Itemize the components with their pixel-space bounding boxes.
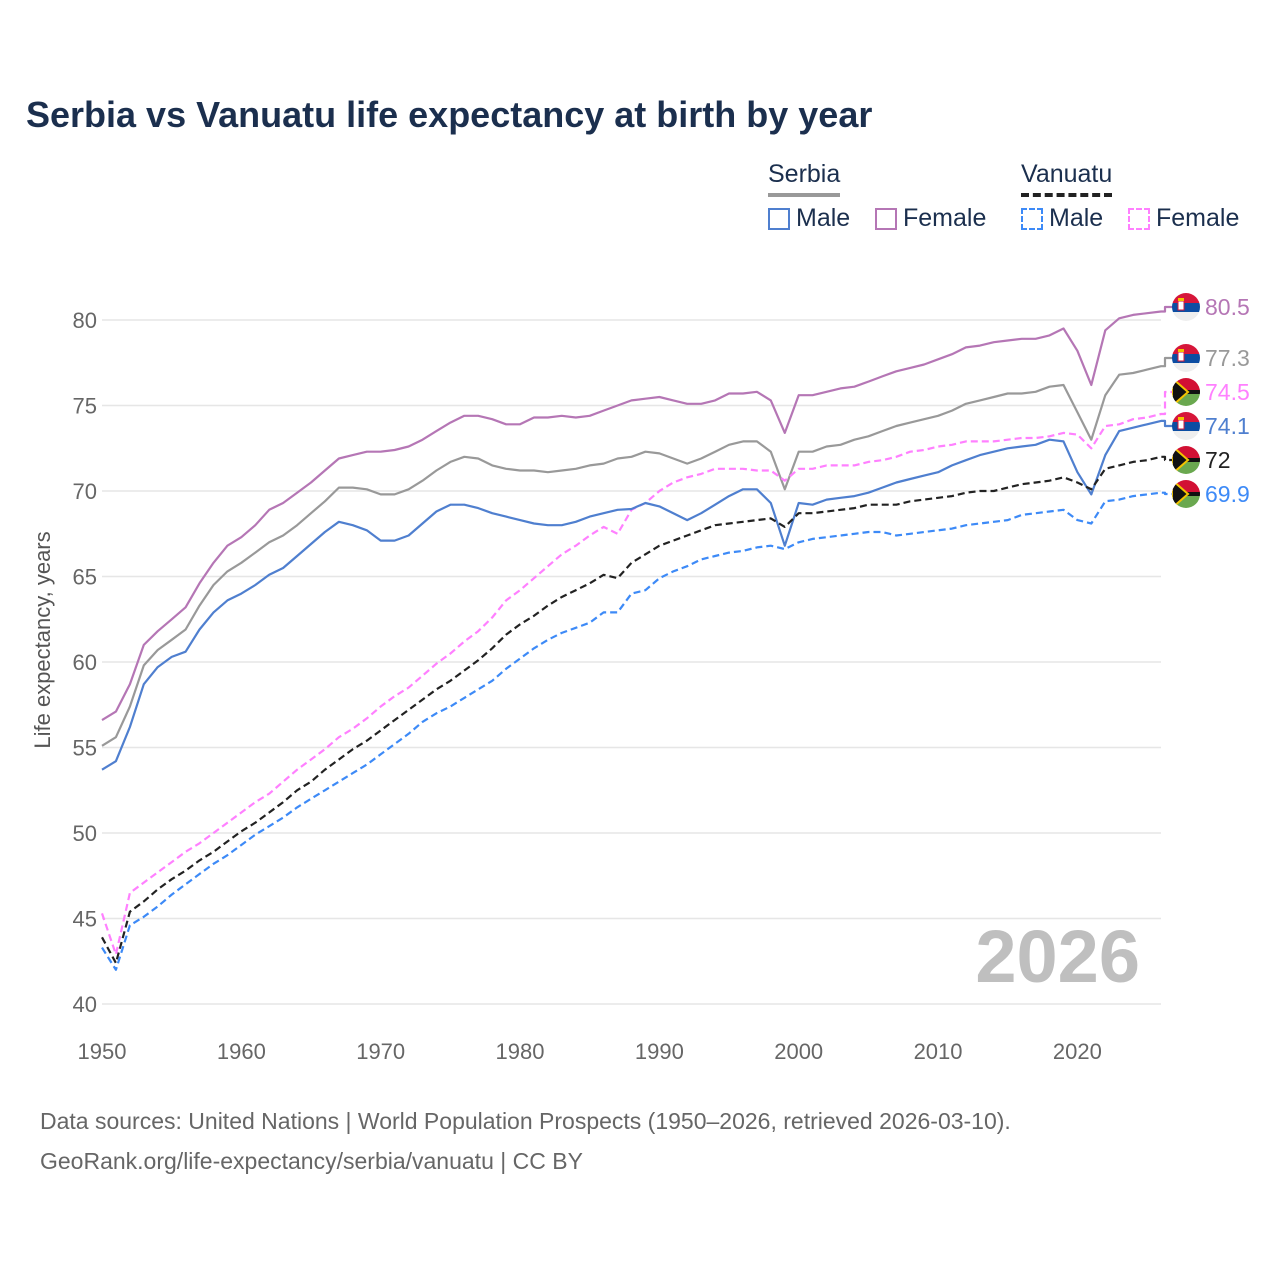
flag-stripe	[1172, 293, 1200, 303]
year-watermark: 2026	[975, 915, 1140, 998]
chart-title: Serbia vs Vanuatu life expectancy at bir…	[26, 94, 873, 135]
series-line-vanuatu	[101, 455, 1173, 965]
series-line-serbia-male	[101, 419, 1173, 771]
series-line-serbia-female	[101, 305, 1173, 722]
vanuatu-flag-icon	[1172, 378, 1200, 406]
flag-stripe	[1172, 363, 1200, 372]
flag-body	[1172, 378, 1200, 406]
end-value-label: 72	[1205, 447, 1231, 473]
vanuatu-flag-icon	[1172, 480, 1200, 508]
flag-crown	[1178, 298, 1184, 301]
y-tick-label: 55	[73, 736, 97, 761]
serbia-flag-icon	[1172, 293, 1200, 321]
end-value-label: 69.9	[1205, 481, 1250, 507]
flag-triangle	[1172, 480, 1190, 508]
y-tick-label: 65	[73, 565, 97, 590]
legend-vanuatu-male[interactable]: Male	[1021, 204, 1103, 233]
y-tick-label: 40	[73, 992, 97, 1017]
y-tick-label: 45	[73, 907, 97, 932]
flag-stripe	[1172, 354, 1200, 363]
legend-swatch	[1128, 207, 1150, 230]
y-tick-label: 75	[73, 394, 97, 419]
x-tick-label: 1950	[78, 1039, 127, 1064]
legend-label: Male	[1049, 204, 1104, 232]
flag-body	[1172, 293, 1200, 321]
x-tick-label: 2010	[914, 1039, 963, 1064]
x-tick-label: 2020	[1053, 1039, 1102, 1064]
legend-swatch	[875, 207, 897, 230]
flag-triangle	[1172, 446, 1190, 474]
flag-stripe	[1172, 422, 1200, 431]
flag-body	[1172, 446, 1200, 474]
end-value-label: 74.5	[1205, 379, 1250, 405]
legend-vanuatu-female[interactable]: Female	[1128, 204, 1239, 233]
x-tick-label: 2000	[774, 1039, 823, 1064]
flag-stripe	[1172, 312, 1200, 321]
legend-vanuatu-heading: Vanuatu	[1021, 160, 1113, 197]
flag-emblem	[1177, 351, 1185, 362]
series-line-serbia	[101, 356, 1173, 747]
x-tick-label: 1980	[496, 1039, 545, 1064]
end-value-label: 80.5	[1205, 294, 1250, 320]
footer-sources: Data sources: United Nations | World Pop…	[40, 1108, 1011, 1134]
flag-body	[1172, 480, 1200, 508]
legend-swatch	[1021, 207, 1043, 230]
x-tick-label: 1960	[217, 1039, 266, 1064]
footer-link[interactable]: GeoRank.org/life-expectancy/serbia/vanua…	[40, 1148, 583, 1174]
serbia-flag-icon	[1172, 412, 1200, 440]
flag-emblem	[1177, 300, 1185, 311]
series-line-vanuatu-female	[100, 390, 1173, 956]
flag-triangle	[1172, 378, 1190, 406]
flag-body	[1172, 344, 1200, 372]
vanuatu-flag-icon	[1172, 446, 1200, 474]
y-tick-label: 80	[73, 308, 97, 333]
flag-body	[1172, 412, 1200, 440]
series-line-vanuatu-male	[101, 491, 1173, 971]
y-tick-label: 60	[73, 650, 97, 675]
legend-label: Female	[1156, 204, 1240, 232]
legend-swatch	[768, 207, 790, 230]
flag-stripe	[1172, 344, 1200, 354]
y-tick-label: 50	[73, 821, 97, 846]
flag-stripe	[1172, 431, 1200, 440]
end-value-label: 77.3	[1205, 345, 1250, 371]
y-tick-label: 70	[73, 479, 97, 504]
legend-serbia-heading: Serbia	[768, 160, 841, 197]
flag-stripe	[1172, 303, 1200, 312]
legend-label: Male	[796, 204, 851, 232]
legend-serbia-male[interactable]: Male	[768, 204, 850, 233]
legend-serbia-female[interactable]: Female	[875, 204, 986, 233]
serbia-flag-icon	[1172, 344, 1200, 372]
y-axis-label: Life expectancy, years	[30, 531, 55, 748]
legend-label: Female	[903, 204, 987, 232]
x-tick-label: 1990	[635, 1039, 684, 1064]
flag-stripe	[1172, 412, 1200, 422]
flag-crown	[1178, 417, 1184, 420]
end-value-label: 74.1	[1205, 413, 1250, 439]
flag-emblem	[1177, 419, 1185, 430]
flag-crown	[1178, 349, 1184, 352]
x-tick-label: 1970	[356, 1039, 405, 1064]
